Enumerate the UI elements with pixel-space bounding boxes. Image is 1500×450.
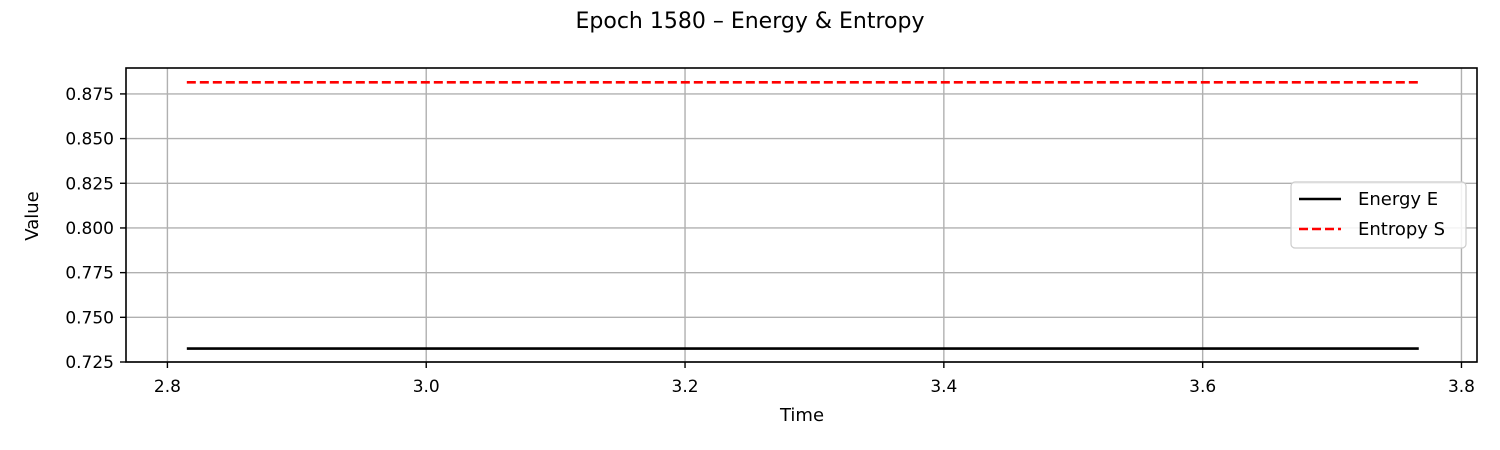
y-tick-label: 0.725: [65, 353, 114, 373]
y-axis-label: Value: [22, 191, 43, 240]
y-tick-label: 0.875: [65, 85, 114, 105]
legend: Energy E Entropy S: [1290, 181, 1467, 249]
x-tick-label: 3.6: [1189, 377, 1216, 397]
y-tick-label: 0.750: [65, 308, 114, 328]
x-tick-label: 3.4: [930, 377, 957, 397]
plot-frame: [125, 67, 1478, 363]
axis-ticks: 2.8 3.0 3.2 3.4 3.6 3.8 0.725 0.750 0.775 0.800 0.…: [65, 85, 1475, 397]
x-tick-label: 3.0: [413, 377, 440, 397]
chart-title: Epoch 1580 – Energy & Entropy: [576, 9, 925, 34]
x-tick-label: 3.2: [672, 377, 699, 397]
grid-lines: [126, 68, 1477, 363]
x-tick-label: 2.8: [154, 377, 181, 397]
y-tick-label: 0.800: [65, 219, 114, 239]
y-tick-label: 0.850: [65, 130, 114, 150]
y-tick-label: 0.775: [65, 264, 114, 284]
x-tick-label: 3.8: [1448, 377, 1475, 397]
legend-label-entropy: Entropy S: [1358, 219, 1445, 240]
legend-label-energy: Energy E: [1358, 189, 1438, 210]
x-axis-label: Time: [779, 405, 824, 426]
y-tick-label: 0.825: [65, 174, 114, 194]
series-lines: [186, 80, 1419, 350]
